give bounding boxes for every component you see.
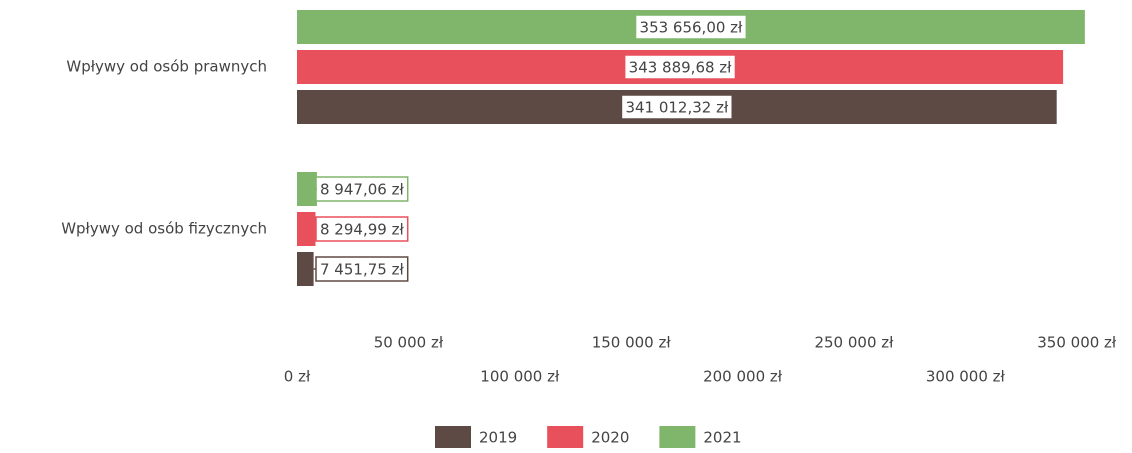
legend-label: 2021 bbox=[703, 429, 741, 447]
data-label-box bbox=[315, 176, 409, 202]
legend-swatch bbox=[659, 426, 696, 448]
data-label-box bbox=[315, 256, 409, 282]
x-tick-label: 0 zł bbox=[284, 368, 311, 386]
data-label: 341 012,32 zł bbox=[625, 99, 729, 117]
x-tick-label: 100 000 zł bbox=[480, 368, 560, 386]
data-label-box bbox=[634, 14, 748, 40]
x-tick-label: 250 000 zł bbox=[814, 334, 894, 352]
x-tick-label: 300 000 zł bbox=[926, 368, 1006, 386]
data-label-box bbox=[620, 94, 733, 120]
legend-swatch bbox=[435, 426, 471, 448]
legend-swatch bbox=[547, 426, 584, 448]
data-label: 7 451,75 zł bbox=[320, 261, 404, 279]
data-label-box bbox=[623, 54, 737, 80]
x-tick-label: 150 000 zł bbox=[592, 334, 672, 352]
x-tick-label: 50 000 zł bbox=[374, 334, 444, 352]
bar bbox=[297, 172, 317, 206]
legend-label: 2020 bbox=[591, 429, 629, 447]
data-label: 8 947,06 zł bbox=[320, 181, 404, 199]
legend-label: 2019 bbox=[479, 429, 517, 447]
x-tick-label: 350 000 zł bbox=[1037, 334, 1117, 352]
data-label: 353 656,00 zł bbox=[640, 19, 744, 37]
data-label: 343 889,68 zł bbox=[629, 59, 733, 77]
category-label: Wpływy od osób fizycznych bbox=[61, 220, 267, 238]
bar bbox=[297, 212, 316, 246]
x-tick-label: 200 000 zł bbox=[703, 368, 783, 386]
category-label: Wpływy od osób prawnych bbox=[66, 58, 267, 76]
data-label: 8 294,99 zł bbox=[320, 221, 404, 239]
bar bbox=[297, 252, 314, 286]
